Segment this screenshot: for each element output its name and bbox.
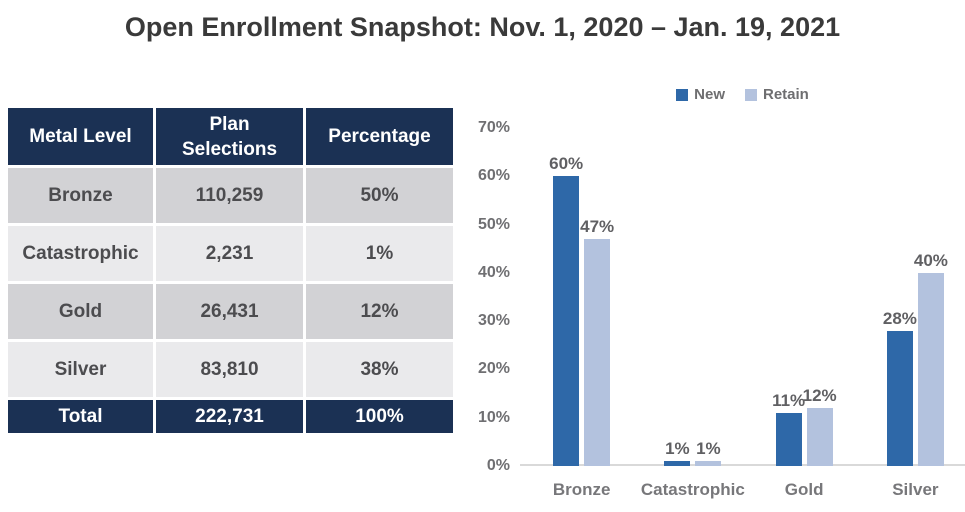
x-axis-category-label: Catastrophic xyxy=(640,480,745,499)
table-row: Silver 83,810 38% xyxy=(8,342,453,397)
y-axis-tick-label: 20% xyxy=(477,360,510,378)
y-axis-tick-label: 50% xyxy=(477,215,510,233)
x-axis-category-label: Silver xyxy=(892,480,939,499)
bar-retain-bronze xyxy=(584,239,611,466)
y-axis-tick-label: 0% xyxy=(486,457,510,474)
y-axis-tick-label: 10% xyxy=(477,408,510,426)
legend-swatch-icon xyxy=(676,88,689,101)
table-row: Catastrophic 2,231 1% xyxy=(8,226,453,281)
table-total-row: Total 222,731 100% xyxy=(8,400,453,433)
table-row: Bronze 110,259 50% xyxy=(8,168,453,223)
y-axis-tick-label: 30% xyxy=(477,312,510,330)
percentage-cell: 38% xyxy=(306,342,453,397)
bar-new-bronze xyxy=(553,176,580,466)
percentage-cell: 1% xyxy=(306,226,453,281)
percentage-cell: 12% xyxy=(306,284,453,339)
plan-selections-cell: 2,231 xyxy=(156,226,303,281)
bar-new-silver xyxy=(886,330,913,466)
total-percentage-value: 100% xyxy=(306,400,453,433)
bar-data-label: 1% xyxy=(665,439,690,459)
bar-data-label: 12% xyxy=(802,386,837,406)
metal-level-cell: Catastrophic xyxy=(8,226,153,281)
y-axis-tick-label: 60% xyxy=(477,167,510,185)
table-header-row: Metal Level Plan Selections Percentage xyxy=(8,108,453,165)
col-header-metal-level: Metal Level xyxy=(8,108,153,165)
legend-label: New xyxy=(694,86,725,103)
metal-level-table: Metal Level Plan Selections Percentage B… xyxy=(5,105,456,436)
legend-swatch-icon xyxy=(745,88,757,101)
bar-retain-gold xyxy=(806,408,833,466)
bar-data-label: 11% xyxy=(772,390,806,410)
table-row: Gold 26,431 12% xyxy=(8,284,453,339)
col-header-plan-selections: Plan Selections xyxy=(156,108,303,165)
bar-data-label: 60% xyxy=(549,154,584,174)
chart-plot-area xyxy=(520,128,965,466)
bar-retain-catastrophic xyxy=(695,461,722,466)
y-axis-tick-label: 70% xyxy=(477,119,510,136)
bar-new-catastrophic xyxy=(664,461,691,466)
plan-selections-cell: 83,810 xyxy=(156,342,303,397)
metal-level-cell: Silver xyxy=(8,342,153,397)
plan-selections-cell: 110,259 xyxy=(156,168,303,223)
x-axis-category-label: Gold xyxy=(784,480,824,499)
y-axis-tick-label: 40% xyxy=(477,263,510,281)
total-label: Total xyxy=(8,400,153,433)
bar-data-label: 47% xyxy=(580,217,615,237)
chart-legend: New Retain xyxy=(520,86,965,103)
bar-retain-silver xyxy=(917,272,944,466)
enrollment-bar-chart: New Retain 0% 10% 20% 30% 40% 50% 60% 70% Bronze 6… xyxy=(470,80,965,510)
metal-level-cell: Bronze xyxy=(8,168,153,223)
legend-label: Retain xyxy=(763,86,809,103)
bar-data-label: 1% xyxy=(696,439,721,459)
bar-data-label: 28% xyxy=(882,308,917,328)
bar-new-gold xyxy=(775,412,802,466)
bar-data-label: 40% xyxy=(913,250,948,270)
legend-item-new: New xyxy=(676,86,725,103)
metal-level-cell: Gold xyxy=(8,284,153,339)
x-axis-category-label: Bronze xyxy=(552,480,611,499)
plan-selections-cell: 26,431 xyxy=(156,284,303,339)
col-header-percentage: Percentage xyxy=(306,108,453,165)
percentage-cell: 50% xyxy=(306,168,453,223)
page-title: Open Enrollment Snapshot: Nov. 1, 2020 –… xyxy=(124,12,841,42)
total-selections-value: 222,731 xyxy=(156,400,303,433)
legend-item-retain: Retain xyxy=(745,86,809,103)
